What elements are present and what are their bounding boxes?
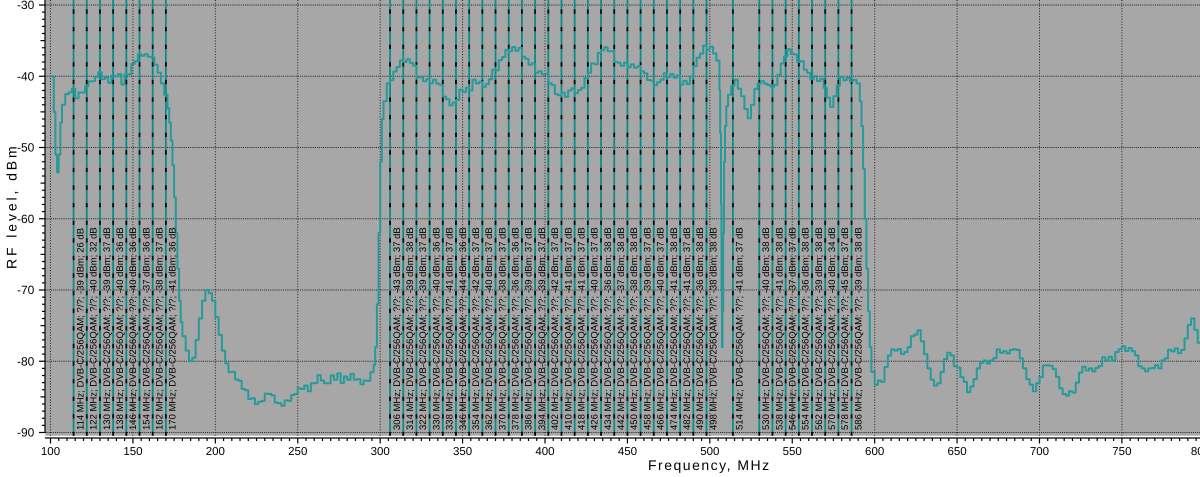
svg-text:482 MHz; DVB-C/256QAM; ?/?; -4: 482 MHz; DVB-C/256QAM; ?/?; -41 dBm; 37 … — [682, 227, 693, 430]
svg-text:546 MHz; DVB-C/256QAM; ?/?; -3: 546 MHz; DVB-C/256QAM; ?/?; -37 dBm; 37 … — [787, 227, 798, 430]
svg-text:586 MHz; DVB-C/256QAM; ?/?; -3: 586 MHz; DVB-C/256QAM; ?/?; -39 dBm; 38 … — [853, 227, 864, 430]
svg-text:130 MHz; DVB-C/256QAM; ?/?; -3: 130 MHz; DVB-C/256QAM; ?/?; -39 dBm; 37 … — [102, 227, 113, 430]
svg-text:426 MHz; DVB-C/256QAM; ?/?; -4: 426 MHz; DVB-C/256QAM; ?/?; -40 dBm; 37 … — [590, 227, 601, 430]
svg-text:-80: -80 — [17, 354, 35, 368]
svg-text:306 MHz; DVB-C/256QAM; ?/?; -4: 306 MHz; DVB-C/256QAM; ?/?; -43 dBm; 37 … — [392, 227, 403, 430]
svg-text:-30: -30 — [17, 0, 35, 12]
svg-text:570 MHz; DVB-C/256QAM; ?/?; -4: 570 MHz; DVB-C/256QAM; ?/?; -40 dBm; 34 … — [827, 227, 838, 430]
svg-text:378 MHz; DVB-C/256QAM; ?/?; -3: 378 MHz; DVB-C/256QAM; ?/?; -36 dBm; 36 … — [511, 227, 522, 430]
svg-text:338 MHz; DVB-C/256QAM; ?/?; -4: 338 MHz; DVB-C/256QAM; ?/?; -41 dBm; 37 … — [445, 227, 456, 430]
svg-text:562 MHz; DVB-C/256QAM; ?/?; -3: 562 MHz; DVB-C/256QAM; ?/?; -39 dBm; 38 … — [814, 227, 825, 430]
svg-text:370 MHz; DVB-C/256QAM; ?/?; -3: 370 MHz; DVB-C/256QAM; ?/?; -38 dBm; 37 … — [497, 227, 508, 430]
svg-text:122 MHz; DVB-C/256QAM; ?/?; -4: 122 MHz; DVB-C/256QAM; ?/?; -40 dBm; 32 … — [89, 227, 100, 430]
svg-text:458 MHz; DVB-C/256QAM; ?/?; -3: 458 MHz; DVB-C/256QAM; ?/?; -39 dBm; 37 … — [642, 227, 653, 430]
svg-text:578 MHz; DVB-C/256QAM; ?/?; -4: 578 MHz; DVB-C/256QAM; ?/?; -45 dBm; 37 … — [840, 227, 851, 430]
svg-text:466 MHz; DVB-C/256QAM; ?/?; -4: 466 MHz; DVB-C/256QAM; ?/?; -40 dBm; 37 … — [656, 227, 667, 430]
svg-text:550: 550 — [783, 446, 802, 458]
svg-text:Frequency, MHz: Frequency, MHz — [648, 457, 771, 473]
svg-text:250: 250 — [288, 446, 307, 458]
svg-text:150: 150 — [123, 446, 142, 458]
svg-text:700: 700 — [1030, 446, 1049, 458]
svg-text:498 MHz; DVB-C/256QAM; ?/?; -3: 498 MHz; DVB-C/256QAM; ?/?; -38 dBm; 38 … — [708, 227, 719, 430]
svg-text:330 MHz; DVB-C/256QAM; ?/?; -4: 330 MHz; DVB-C/256QAM; ?/?; -40 dBm; 36 … — [431, 227, 442, 430]
svg-text:500: 500 — [700, 446, 719, 458]
svg-text:362 MHz; DVB-C/256QAM; ?/?; -4: 362 MHz; DVB-C/256QAM; ?/?; -40 dBm; 37 … — [484, 227, 495, 430]
svg-text:146 MHz; DVB-C/256QAM; ?/?; -4: 146 MHz; DVB-C/256QAM; ?/?; -40 dBm; 36 … — [128, 227, 139, 430]
svg-text:-50: -50 — [17, 141, 35, 155]
svg-text:-70: -70 — [17, 283, 35, 297]
svg-text:750: 750 — [1112, 446, 1131, 458]
svg-text:394 MHz; DVB-C/256QAM; ?/?; -3: 394 MHz; DVB-C/256QAM; ?/?; -39 dBm; 37 … — [537, 227, 548, 430]
svg-text:800: 800 — [1191, 446, 1200, 458]
svg-text:514 MHz; DVB-C/256QAM; ?/?; -4: 514 MHz; DVB-C/256QAM; ?/?; -41 dBm; 37 … — [735, 227, 746, 430]
svg-text:400: 400 — [535, 446, 554, 458]
svg-text:-40: -40 — [17, 69, 35, 83]
svg-text:554 MHz; DVB-C/256QAM; ?/?; -3: 554 MHz; DVB-C/256QAM; ?/?; -36 dBm; 38 … — [801, 227, 812, 430]
svg-text:138 MHz; DVB-C/256QAM; ?/?; -4: 138 MHz; DVB-C/256QAM; ?/?; -40 dBm; 36 … — [115, 227, 126, 430]
svg-text:346 MHz; DVB-C/256QAM; ?/?; -4: 346 MHz; DVB-C/256QAM; ?/?; -44 dBm; 36 … — [458, 227, 469, 430]
svg-text:154 MHz; DVB-C/256QAM; ?/?; -3: 154 MHz; DVB-C/256QAM; ?/?; -37 dBm; 36 … — [141, 227, 152, 430]
svg-text:434 MHz; DVB-C/256QAM; ?/?; -3: 434 MHz; DVB-C/256QAM; ?/?; -36 dBm; 38 … — [603, 227, 614, 430]
svg-text:530 MHz; DVB-C/256QAM; ?/?; -4: 530 MHz; DVB-C/256QAM; ?/?; -40 dBm; 38 … — [761, 227, 772, 430]
svg-text:-90: -90 — [17, 426, 35, 440]
svg-text:386 MHz; DVB-C/256QAM; ?/?; -3: 386 MHz; DVB-C/256QAM; ?/?; -39 dBm; 37 … — [524, 227, 535, 430]
svg-text:100: 100 — [41, 446, 60, 458]
svg-text:410 MHz; DVB-C/256QAM; ?/?; -4: 410 MHz; DVB-C/256QAM; ?/?; -41 dBm; 37 … — [563, 227, 574, 430]
svg-text:314 MHz; DVB-C/256QAM; ?/?; -3: 314 MHz; DVB-C/256QAM; ?/?; -39 dBm; 38 … — [405, 227, 416, 430]
svg-text:442 MHz; DVB-C/256QAM; ?/?; -3: 442 MHz; DVB-C/256QAM; ?/?; -37 dBm; 38 … — [616, 227, 627, 430]
svg-text:354 MHz; DVB-C/256QAM; ?/?; -4: 354 MHz; DVB-C/256QAM; ?/?; -42 dBm; 37 … — [471, 227, 482, 430]
svg-text:650: 650 — [947, 446, 966, 458]
svg-text:200: 200 — [206, 446, 225, 458]
svg-text:450: 450 — [618, 446, 637, 458]
svg-text:474 MHz; DVB-C/256QAM; ?/?; -4: 474 MHz; DVB-C/256QAM; ?/?; -41 dBm; 38 … — [669, 227, 680, 430]
svg-text:RF level, dBm: RF level, dBm — [4, 143, 20, 269]
svg-text:402 MHz; DVB-C/256QAM; ?/?; -4: 402 MHz; DVB-C/256QAM; ?/?; -42 dBm; 37 … — [550, 227, 561, 430]
svg-text:300: 300 — [371, 446, 390, 458]
svg-text:350: 350 — [453, 446, 472, 458]
svg-text:600: 600 — [865, 446, 884, 458]
svg-text:450 MHz; DVB-C/256QAM; ?/?; -3: 450 MHz; DVB-C/256QAM; ?/?; -38 dBm; 38 … — [629, 227, 640, 430]
svg-text:538 MHz; DVB-C/256QAM; ?/?; -4: 538 MHz; DVB-C/256QAM; ?/?; -41 dBm; 38 … — [774, 227, 785, 430]
svg-text:490 MHz; DVB-C/256QAM; ?/?; -3: 490 MHz; DVB-C/256QAM; ?/?; -36 dBm; 38 … — [695, 227, 706, 430]
svg-text:322 MHz; DVB-C/256QAM; ?/?; -3: 322 MHz; DVB-C/256QAM; ?/?; -39 dBm; 37 … — [418, 227, 429, 430]
svg-text:114 MHz; DVB-C/256QAM; ?/?; -3: 114 MHz; DVB-C/256QAM; ?/?; -39 dBm; 26 … — [75, 228, 86, 430]
svg-text:170 MHz; DVB-C/256QAM; ?/?; -4: 170 MHz; DVB-C/256QAM; ?/?; -41 dBm; 36 … — [168, 227, 179, 430]
svg-text:162 MHz; DVB-C/256QAM; ?/?; -3: 162 MHz; DVB-C/256QAM; ?/?; -38 dBm; 37 … — [154, 227, 165, 430]
svg-text:418 MHz; DVB-C/256QAM; ?/?; -4: 418 MHz; DVB-C/256QAM; ?/?; -41 dBm; 37 … — [576, 227, 587, 430]
svg-text:-60: -60 — [17, 212, 35, 226]
